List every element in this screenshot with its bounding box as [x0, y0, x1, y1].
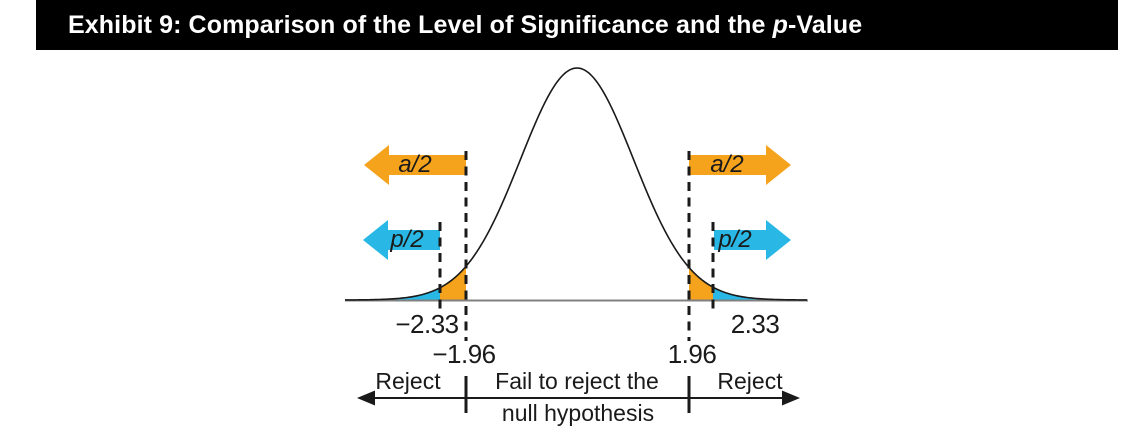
exhibit-title-text: Exhibit 9: Comparison of the Level of Si…: [68, 11, 862, 40]
alpha-half-label-left: a/2: [398, 151, 432, 178]
tick-label-neg-2-33: −2.33: [395, 309, 459, 339]
reject-label-right: Reject: [717, 368, 783, 394]
title-prefix: Exhibit 9: Comparison of the Level of Si…: [68, 10, 773, 39]
decision-axis-right-arrowhead-icon: [782, 390, 800, 406]
reject-label-left: Reject: [375, 368, 441, 394]
p-half-label-left: p/2: [390, 226, 424, 253]
p-half-arrow-left-icon: [363, 220, 440, 260]
fail-to-reject-label-line2: null hypothesis: [501, 400, 655, 426]
decision-axis-left-arrowhead-icon: [357, 390, 375, 406]
p-half-label-right: p/2: [718, 226, 752, 253]
alpha-half-label-right: a/2: [710, 151, 744, 178]
p-half-arrow-right-icon: [714, 220, 791, 260]
alpha-half-arrow-right-icon: [689, 145, 791, 185]
tick-label-neg-1-96: −1.96: [432, 339, 496, 369]
tick-label-pos-1-96: 1.96: [667, 339, 717, 369]
normal-curve: [344, 67, 808, 301]
p-half-region-left: [345, 287, 440, 300]
title-italic-p: p: [772, 10, 788, 39]
alpha-half-arrow-left-icon: [364, 145, 466, 185]
title-suffix: -Value: [787, 10, 863, 39]
tick-label-pos-2-33: 2.33: [730, 309, 780, 339]
fail-to-reject-label-line1: Fail to reject the: [495, 368, 659, 394]
p-half-region-right: [713, 287, 808, 300]
alpha-half-region-left: [440, 266, 466, 300]
exhibit-title-bar: Exhibit 9: Comparison of the Level of Si…: [36, 0, 1118, 50]
alpha-half-region-right: [689, 267, 713, 300]
